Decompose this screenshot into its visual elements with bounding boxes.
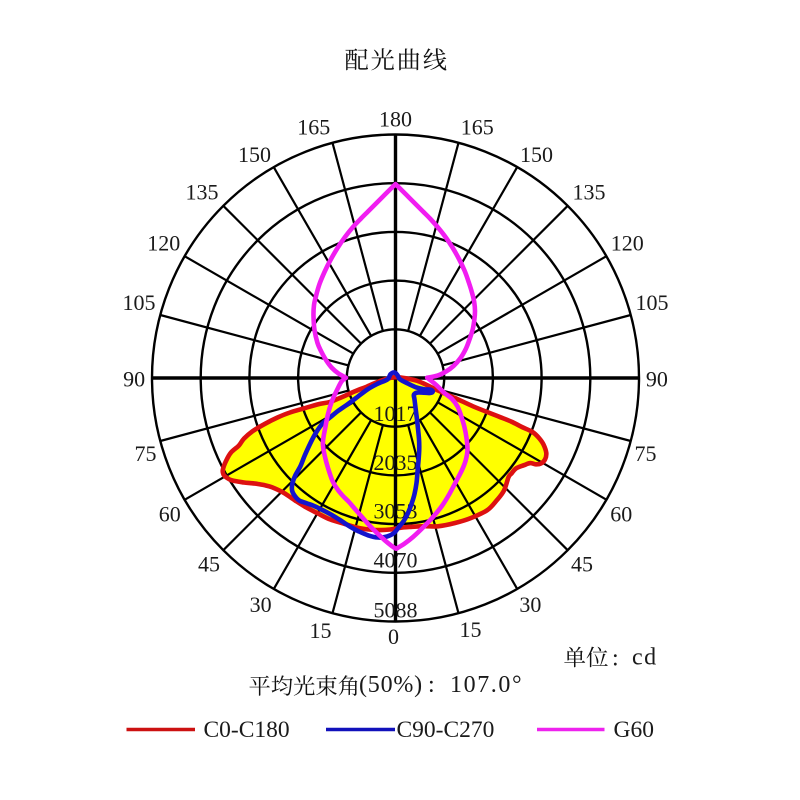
svg-text:150: 150 [520,142,553,167]
svg-text:165: 165 [297,115,330,140]
svg-text:60: 60 [610,501,632,526]
svg-text:2035: 2035 [374,450,418,475]
svg-text:G60: G60 [614,717,654,743]
svg-text:120: 120 [147,231,180,256]
svg-text:4070: 4070 [374,548,418,573]
svg-text::: : [612,646,619,672]
svg-text:45: 45 [198,552,220,577]
svg-text:45: 45 [571,552,593,577]
svg-text:60: 60 [159,501,181,526]
svg-text:cd: cd [632,645,658,671]
svg-text:135: 135 [573,180,606,205]
svg-text:120: 120 [611,231,644,256]
svg-text:90: 90 [123,367,145,392]
svg-text:90: 90 [646,367,668,392]
svg-text:150: 150 [238,142,271,167]
svg-text:C90-C270: C90-C270 [397,717,495,743]
svg-text:75: 75 [635,441,657,466]
svg-text:C0-C180: C0-C180 [204,717,290,743]
svg-text:105: 105 [123,290,156,315]
svg-text:107.0°: 107.0° [450,672,523,698]
svg-text:165: 165 [461,115,494,140]
svg-text:135: 135 [186,180,219,205]
svg-text:1017: 1017 [374,401,418,426]
svg-text:75: 75 [135,441,157,466]
svg-text:15: 15 [310,618,332,643]
svg-text:15: 15 [460,617,482,642]
svg-text:(50%): (50%) [359,672,423,698]
svg-text:105: 105 [636,290,669,315]
svg-text:180: 180 [379,107,412,132]
svg-text::: : [428,672,435,698]
svg-text:0: 0 [388,624,399,649]
svg-text:5088: 5088 [374,598,418,623]
svg-text:30: 30 [519,592,541,617]
svg-text:30: 30 [250,592,272,617]
